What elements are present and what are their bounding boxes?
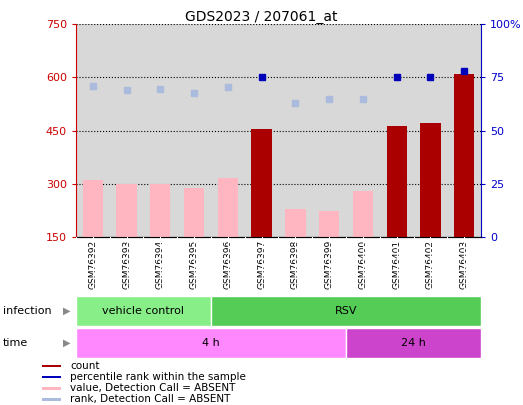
Text: vehicle control: vehicle control — [103, 306, 185, 316]
Text: GSM76403: GSM76403 — [460, 240, 469, 289]
Text: count: count — [70, 361, 99, 371]
Bar — [184, 188, 204, 237]
Text: GSM76393: GSM76393 — [122, 240, 131, 289]
Bar — [454, 74, 474, 237]
Text: GSM76397: GSM76397 — [257, 240, 266, 289]
Text: GSM76399: GSM76399 — [325, 240, 334, 289]
Text: time: time — [3, 338, 28, 348]
Bar — [76, 296, 211, 326]
Bar — [211, 296, 481, 326]
Bar — [252, 129, 272, 237]
Bar — [386, 126, 407, 237]
Text: GSM76395: GSM76395 — [189, 240, 199, 289]
Text: 4 h: 4 h — [202, 338, 220, 348]
Bar — [42, 398, 61, 401]
Text: GSM76402: GSM76402 — [426, 240, 435, 289]
Bar — [319, 211, 339, 237]
Text: GSM76401: GSM76401 — [392, 240, 401, 289]
Text: value, Detection Call = ABSENT: value, Detection Call = ABSENT — [70, 383, 235, 393]
Bar — [346, 328, 481, 358]
Bar — [285, 209, 305, 237]
Bar — [150, 184, 170, 237]
Bar — [42, 376, 61, 379]
Text: ▶: ▶ — [63, 306, 71, 316]
Text: percentile rank within the sample: percentile rank within the sample — [70, 372, 246, 382]
Bar — [42, 387, 61, 390]
Bar — [353, 191, 373, 237]
Bar — [76, 328, 346, 358]
Bar — [83, 180, 103, 237]
Text: rank, Detection Call = ABSENT: rank, Detection Call = ABSENT — [70, 394, 231, 405]
Bar — [218, 179, 238, 237]
Bar — [420, 123, 440, 237]
Text: GSM76396: GSM76396 — [223, 240, 232, 289]
Text: 24 h: 24 h — [401, 338, 426, 348]
Text: GSM76394: GSM76394 — [156, 240, 165, 289]
Text: GSM76392: GSM76392 — [88, 240, 97, 289]
Text: GDS2023 / 207061_at: GDS2023 / 207061_at — [185, 10, 338, 24]
Text: GSM76400: GSM76400 — [358, 240, 368, 289]
Text: infection: infection — [3, 306, 51, 316]
Text: GSM76398: GSM76398 — [291, 240, 300, 289]
Text: RSV: RSV — [335, 306, 357, 316]
Bar — [116, 185, 137, 237]
Bar — [42, 364, 61, 367]
Text: ▶: ▶ — [63, 338, 71, 348]
